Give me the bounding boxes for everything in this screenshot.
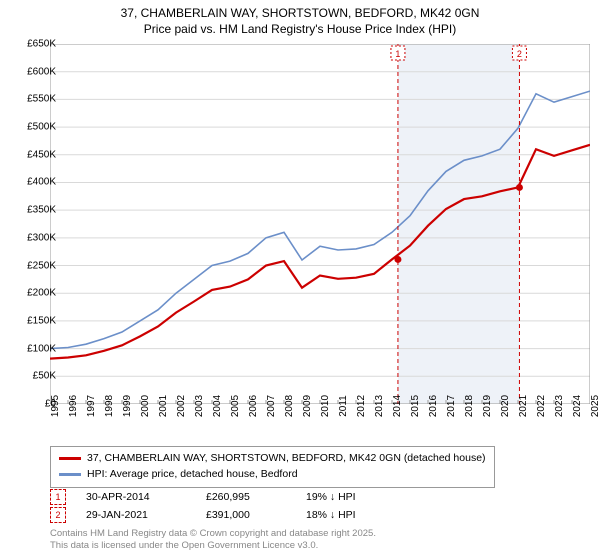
sale-hpi-diff: 19% ↓ HPI [306,491,406,503]
x-tick-label: 2008 [284,395,295,417]
x-tick-label: 2000 [140,395,151,417]
y-tick-label: £450K [27,149,56,160]
x-tick-label: 2017 [446,395,457,417]
x-tick-label: 2022 [536,395,547,417]
plot-area: 12 [50,44,590,404]
x-tick-label: 2006 [248,395,259,417]
sale-price: £260,995 [206,491,286,503]
x-tick-label: 2010 [320,395,331,417]
x-tick-label: 2015 [410,395,421,417]
legend: 37, CHAMBERLAIN WAY, SHORTSTOWN, BEDFORD… [50,446,495,488]
y-tick-label: £600K [27,66,56,77]
x-tick-label: 2025 [590,395,600,417]
x-tick-label: 2002 [176,395,187,417]
x-tick-label: 1997 [86,395,97,417]
x-tick-label: 2023 [554,395,565,417]
x-tick-label: 2016 [428,395,439,417]
y-tick-label: £650K [27,39,56,50]
legend-label-price: 37, CHAMBERLAIN WAY, SHORTSTOWN, BEDFORD… [87,451,486,467]
legend-label-hpi: HPI: Average price, detached house, Bedf… [87,467,298,483]
x-tick-label: 2014 [392,395,403,417]
sale-date: 30-APR-2014 [86,491,186,503]
y-tick-label: £250K [27,260,56,271]
y-tick-label: £500K [27,122,56,133]
x-tick-label: 2011 [338,395,349,417]
sale-price: £391,000 [206,509,286,521]
legend-swatch-price [59,457,81,460]
sale-date: 29-JAN-2021 [86,509,186,521]
sale-row: 1 30-APR-2014 £260,995 19% ↓ HPI [50,488,406,506]
y-tick-label: £100K [27,343,56,354]
legend-item-price: 37, CHAMBERLAIN WAY, SHORTSTOWN, BEDFORD… [59,451,486,467]
svg-text:1: 1 [395,49,400,59]
x-tick-label: 1996 [68,395,79,417]
x-tick-label: 2007 [266,395,277,417]
y-tick-label: £400K [27,177,56,188]
chart-container: 37, CHAMBERLAIN WAY, SHORTSTOWN, BEDFORD… [0,0,600,560]
x-tick-label: 1998 [104,395,115,417]
x-tick-label: 2018 [464,395,475,417]
sale-events: 1 30-APR-2014 £260,995 19% ↓ HPI 2 29-JA… [50,488,406,524]
x-tick-label: 2012 [356,395,367,417]
sale-marker-icon: 1 [50,489,66,505]
y-tick-label: £300K [27,232,56,243]
x-tick-label: 2013 [374,395,385,417]
x-tick-label: 1999 [122,395,133,417]
x-tick-label: 2019 [482,395,493,417]
x-tick-label: 2003 [194,395,205,417]
title-subtitle: Price paid vs. HM Land Registry's House … [0,22,600,38]
x-tick-label: 2024 [572,395,583,417]
legend-swatch-hpi [59,473,81,476]
y-tick-label: £350K [27,205,56,216]
y-tick-label: £150K [27,315,56,326]
title-address: 37, CHAMBERLAIN WAY, SHORTSTOWN, BEDFORD… [0,6,600,22]
x-tick-label: 2021 [518,395,529,417]
chart-svg: 12 [50,44,590,404]
footer-line1: Contains HM Land Registry data © Crown c… [50,528,376,540]
x-tick-label: 2009 [302,395,313,417]
svg-text:2: 2 [517,49,522,59]
y-tick-label: £50K [33,371,56,382]
y-tick-label: £200K [27,288,56,299]
footer-line2: This data is licensed under the Open Gov… [50,540,376,552]
x-tick-label: 2020 [500,395,511,417]
x-tick-label: 2001 [158,395,169,417]
x-tick-label: 2004 [212,395,223,417]
legend-item-hpi: HPI: Average price, detached house, Bedf… [59,467,486,483]
y-tick-label: £550K [27,94,56,105]
sale-marker-icon: 2 [50,507,66,523]
sale-hpi-diff: 18% ↓ HPI [306,509,406,521]
footer-attribution: Contains HM Land Registry data © Crown c… [50,528,376,553]
x-tick-label: 1995 [50,395,61,417]
sale-row: 2 29-JAN-2021 £391,000 18% ↓ HPI [50,506,406,524]
x-tick-label: 2005 [230,395,241,417]
chart-title: 37, CHAMBERLAIN WAY, SHORTSTOWN, BEDFORD… [0,0,600,37]
